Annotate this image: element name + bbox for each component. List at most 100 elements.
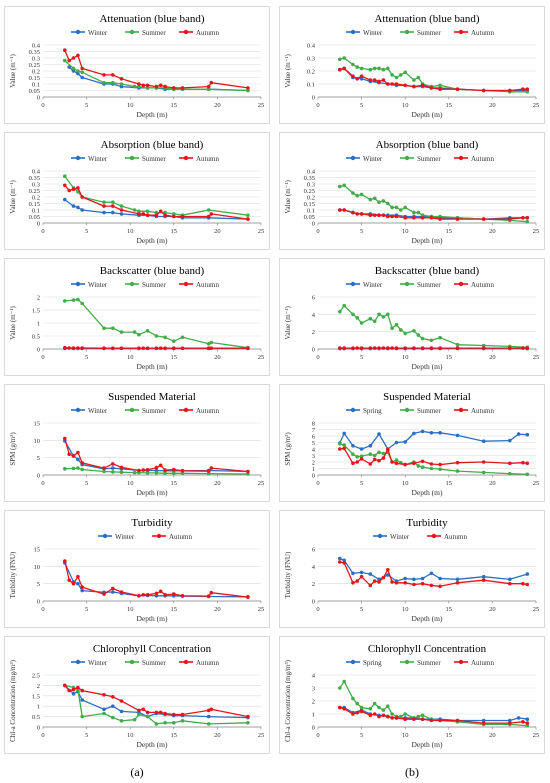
x-tick-label: 5 <box>360 102 363 109</box>
data-point-summer <box>63 58 67 63</box>
data-point-summer <box>80 467 84 472</box>
chart-panel-a3: Backscatter (blue band) Winter Summer Autum… <box>4 258 270 376</box>
y-tick-label: 0.25 <box>304 188 315 195</box>
data-point-summer <box>525 723 530 728</box>
data-point-autumn <box>63 345 67 350</box>
y-tick-label: 0.5 <box>32 714 40 721</box>
data-point-summer <box>119 82 124 86</box>
data-point-winter <box>76 205 80 210</box>
data-point-summer <box>377 200 381 204</box>
data-point-autumn <box>141 83 146 88</box>
data-point-autumn <box>102 592 106 596</box>
x-tick-label: 0 <box>41 102 44 109</box>
data-point-autumn <box>355 212 359 216</box>
data-point-summer <box>338 184 342 189</box>
x-tick-label: 0 <box>316 354 319 361</box>
y-tick-label: 0 <box>312 725 315 732</box>
y-tick-label: 0.35 <box>304 175 315 182</box>
series-line-summer <box>64 298 248 349</box>
chart-title: Absorption (blue band) <box>376 139 479 151</box>
data-point-autumn <box>180 86 185 90</box>
y-tick-label: 0 <box>37 599 40 606</box>
y-tick-label: 0.4 <box>307 169 316 176</box>
data-point-autumn <box>119 465 124 470</box>
panel-label-a: (a) <box>130 765 144 779</box>
data-point-autumn <box>377 346 381 350</box>
data-point-summer <box>412 210 416 215</box>
data-point-autumn <box>372 346 377 350</box>
x-tick-label: 15 <box>171 480 178 487</box>
data-point-autumn <box>158 83 163 88</box>
data-point-autumn <box>390 580 394 584</box>
data-point-summer <box>420 713 425 718</box>
data-point-winter <box>76 581 80 586</box>
data-point-winter <box>119 212 124 216</box>
x-tick-label: 5 <box>360 480 363 487</box>
data-point-summer <box>119 330 124 334</box>
data-point-autumn <box>342 346 346 350</box>
data-point-spring <box>420 429 425 434</box>
data-point-summer <box>132 717 137 722</box>
y-tick-label: 0 <box>37 221 40 228</box>
data-point-autumn <box>80 585 84 589</box>
data-point-summer <box>180 719 185 723</box>
data-point-autumn <box>338 346 342 350</box>
data-point-summer <box>102 469 106 474</box>
data-point-winter <box>63 197 67 202</box>
data-point-summer <box>246 721 250 725</box>
x-tick-label: 0 <box>41 228 44 235</box>
chart-svg: Attenuation (blue band) Winter Summer Autum… <box>9 13 264 119</box>
x-tick-label: 10 <box>402 354 409 361</box>
data-point-summer <box>102 200 106 204</box>
data-point-autumn <box>381 713 386 718</box>
legend-label: Winter <box>363 29 383 37</box>
data-point-summer <box>80 70 84 75</box>
data-point-summer <box>416 464 421 468</box>
data-point-summer <box>372 453 377 458</box>
data-point-summer <box>342 183 346 188</box>
data-point-summer <box>246 88 250 93</box>
chart-panel-a5: Turbidity Winter Autumn 0 5 10 15 0 5 10 15 20 25 Dep… <box>4 510 270 628</box>
data-point-autumn <box>246 595 250 599</box>
data-point-summer <box>420 213 425 217</box>
y-tick-label: 0 <box>312 473 315 480</box>
y-tick-label: 4 <box>312 447 316 454</box>
y-tick-label: 0 <box>37 473 40 480</box>
data-point-autumn <box>137 594 141 598</box>
data-point-autumn <box>206 214 211 219</box>
x-tick-label: 10 <box>402 228 409 235</box>
data-point-autumn <box>438 87 442 91</box>
legend-swatch-marker <box>458 281 464 287</box>
data-point-autumn <box>172 346 176 350</box>
legend-label: Summer <box>417 29 441 37</box>
x-tick-label: 15 <box>171 732 178 739</box>
legend-item: Autumn <box>179 155 219 163</box>
data-point-summer <box>416 75 421 80</box>
legend-swatch-marker <box>458 29 464 35</box>
legend-swatch-marker <box>102 533 108 539</box>
legend-label: Winter <box>88 659 108 667</box>
legend-label: Autumn <box>196 155 219 163</box>
data-point-autumn <box>521 216 525 220</box>
data-point-summer <box>403 712 407 716</box>
data-point-summer <box>351 62 355 67</box>
legend-item: Autumn <box>454 155 494 163</box>
data-point-spring <box>481 439 486 443</box>
x-axis-label: Depth (m) <box>136 236 168 245</box>
data-point-autumn <box>377 580 381 584</box>
data-point-summer <box>71 466 76 471</box>
x-tick-label: 5 <box>85 228 88 235</box>
data-point-autumn <box>351 461 355 466</box>
series-line-winter <box>339 557 528 582</box>
legend-label: Summer <box>142 407 166 415</box>
legend-swatch-marker <box>75 659 81 665</box>
data-point-autumn <box>403 581 407 585</box>
data-point-summer <box>372 66 377 71</box>
x-tick-label: 20 <box>214 102 221 109</box>
legend-swatch-marker <box>183 659 189 665</box>
data-point-summer <box>119 470 124 474</box>
x-tick-label: 20 <box>489 480 496 487</box>
data-point-autumn <box>351 712 355 716</box>
y-tick-label: 0 <box>312 599 315 606</box>
data-point-summer <box>351 191 355 195</box>
